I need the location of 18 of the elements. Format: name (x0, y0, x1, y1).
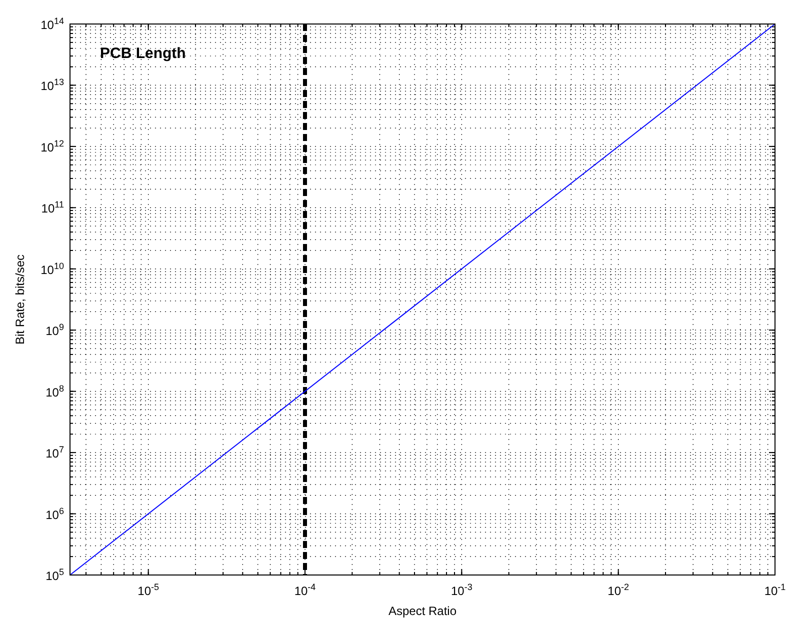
y-tick-label: 10$^{9}$ (46, 322, 64, 338)
y-tick-label: 10$^{10}$ (40, 260, 64, 277)
x-axis-title: Aspect Ratio (388, 604, 457, 618)
y-axis-title: Bit Rate, bits/sec (13, 254, 27, 345)
annotation: PCB Length (100, 45, 186, 62)
x-tick-label: 10$^{-4}$ (294, 582, 316, 598)
y-tick-label: 10$^{7}$ (46, 444, 64, 461)
y-tick-label: 10$^{11}$ (41, 200, 64, 216)
y-tick-label: 10$^{14}$ (40, 16, 64, 32)
y-tick-label: 10$^{8}$ (46, 383, 64, 400)
y-tick-label: 10$^{13}$ (40, 77, 64, 94)
x-tick-label: 10$^{-1}$ (764, 582, 786, 598)
x-tick-label: 10$^{-5}$ (138, 582, 160, 598)
x-tick-label: 10$^{-3}$ (450, 582, 472, 598)
y-tick-label: 10$^{5}$ (46, 567, 64, 583)
y-tick-label: 10$^{12}$ (40, 138, 64, 154)
x-tick-label: 10$^{-2}$ (608, 582, 630, 598)
y-tick-label: 10$^{6}$ (46, 506, 64, 522)
